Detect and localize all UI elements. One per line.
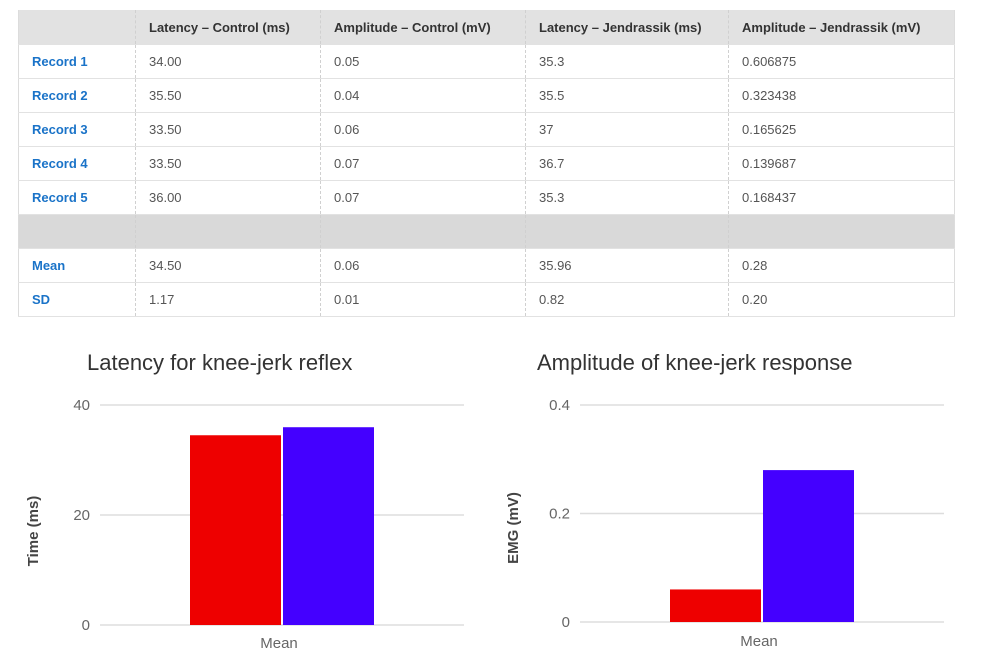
bar-control[interactable] xyxy=(670,589,761,622)
y-tick-label: 20 xyxy=(73,507,90,524)
bar-jendrassik[interactable] xyxy=(763,470,854,622)
amplitude-bars xyxy=(670,470,854,622)
bar-jendrassik[interactable] xyxy=(283,427,374,625)
table-cell: 35.5 xyxy=(525,78,729,113)
row-label-record-5[interactable]: Record 5 xyxy=(18,180,136,215)
header-latency-control[interactable]: Latency – Control (ms) xyxy=(135,10,321,45)
table-cell: 37 xyxy=(525,112,729,147)
bar-control[interactable] xyxy=(190,435,281,625)
row-label-mean[interactable]: Mean xyxy=(18,248,136,283)
table-cell: 34.50 xyxy=(135,248,321,283)
table-cell: 33.50 xyxy=(135,112,321,147)
table-cell: 0.06 xyxy=(320,112,526,147)
table-cell: 1.17 xyxy=(135,282,321,317)
latency-y-axis-title: Time (ms) xyxy=(25,496,42,567)
table-cell: 0.28 xyxy=(728,248,955,283)
table-row-record-3: Record 3 33.50 0.06 37 0.165625 xyxy=(18,112,955,147)
table-cell: 36.7 xyxy=(525,146,729,181)
row-label-sd[interactable]: SD xyxy=(18,282,136,317)
table-cell: 35.3 xyxy=(525,44,729,79)
header-amplitude-control[interactable]: Amplitude – Control (mV) xyxy=(320,10,526,45)
table-cell: 0.06 xyxy=(320,248,526,283)
table-cell: 0.01 xyxy=(320,282,526,317)
table-cell: 35.3 xyxy=(525,180,729,215)
table-cell: 36.00 xyxy=(135,180,321,215)
spacer-cell xyxy=(728,214,955,249)
amplitude-x-category-label: Mean xyxy=(740,633,778,650)
amplitude-y-axis-title: EMG (mV) xyxy=(505,492,522,564)
y-tick-label: 0 xyxy=(82,617,90,634)
row-label-record-2[interactable]: Record 2 xyxy=(18,78,136,113)
table-cell: 0.323438 xyxy=(728,78,955,113)
table-row-record-1: Record 1 34.00 0.05 35.3 0.606875 xyxy=(18,44,955,79)
table-cell: 0.139687 xyxy=(728,146,955,181)
table-row-record-4: Record 4 33.50 0.07 36.7 0.139687 xyxy=(18,146,955,181)
table-cell: 33.50 xyxy=(135,146,321,181)
table-cell: 0.82 xyxy=(525,282,729,317)
y-tick-label: 0.2 xyxy=(549,506,570,523)
table-cell: 35.96 xyxy=(525,248,729,283)
table-cell: 0.07 xyxy=(320,180,526,215)
latency-bars xyxy=(190,427,374,625)
table-cell: 0.168437 xyxy=(728,180,955,215)
y-tick-label: 0.4 xyxy=(549,397,570,414)
row-label-record-1[interactable]: Record 1 xyxy=(18,44,136,79)
row-label-record-3[interactable]: Record 3 xyxy=(18,112,136,147)
data-table: Latency – Control (ms) Amplitude – Contr… xyxy=(18,10,955,317)
y-tick-label: 0 xyxy=(562,614,570,631)
row-label-record-4[interactable]: Record 4 xyxy=(18,146,136,181)
latency-chart-title: Latency for knee-jerk reflex xyxy=(87,350,352,375)
table-row-spacer xyxy=(18,214,955,249)
header-latency-jendrassik[interactable]: Latency – Jendrassik (ms) xyxy=(525,10,729,45)
latency-gridlines xyxy=(100,404,464,626)
amplitude-chart-title: Amplitude of knee-jerk response xyxy=(537,350,853,375)
table-cell: 34.00 xyxy=(135,44,321,79)
table-cell: 0.07 xyxy=(320,146,526,181)
table-cell: 0.05 xyxy=(320,44,526,79)
latency-chart: Latency for knee-jerk reflex 0 20 40 Mean … xyxy=(18,335,478,653)
latency-x-category-label: Mean xyxy=(260,635,298,652)
table-cell: 35.50 xyxy=(135,78,321,113)
table-header-row: Latency – Control (ms) Amplitude – Contr… xyxy=(18,10,955,45)
amplitude-chart-svg: Amplitude of knee-jerk response 00.20.4 … xyxy=(505,350,944,650)
table-row-record-2: Record 2 35.50 0.04 35.5 0.323438 xyxy=(18,78,955,113)
spacer-cell xyxy=(525,214,729,249)
amplitude-gridlines xyxy=(580,404,944,623)
amplitude-chart: Amplitude of knee-jerk response 0 0.2 0.4 … xyxy=(498,335,958,653)
header-amplitude-jendrassik[interactable]: Amplitude – Jendrassik (mV) xyxy=(728,10,955,45)
table-cell: 0.606875 xyxy=(728,44,955,79)
table-cell: 0.165625 xyxy=(728,112,955,147)
table-row-mean: Mean 34.50 0.06 35.96 0.28 xyxy=(18,248,955,283)
amplitude-yticks: 0 0.2 0.4 xyxy=(549,397,570,631)
spacer-cell xyxy=(18,214,136,249)
header-cell-blank xyxy=(18,10,136,45)
table-row-sd: SD 1.17 0.01 0.82 0.20 xyxy=(18,282,955,317)
table-cell: 0.04 xyxy=(320,78,526,113)
latency-yticks: 0 20 40 xyxy=(73,397,90,634)
table-row-record-5: Record 5 36.00 0.07 35.3 0.168437 xyxy=(18,180,955,215)
y-tick-label: 40 xyxy=(73,397,90,414)
spacer-cell xyxy=(320,214,526,249)
table-cell: 0.20 xyxy=(728,282,955,317)
spacer-cell xyxy=(135,214,321,249)
